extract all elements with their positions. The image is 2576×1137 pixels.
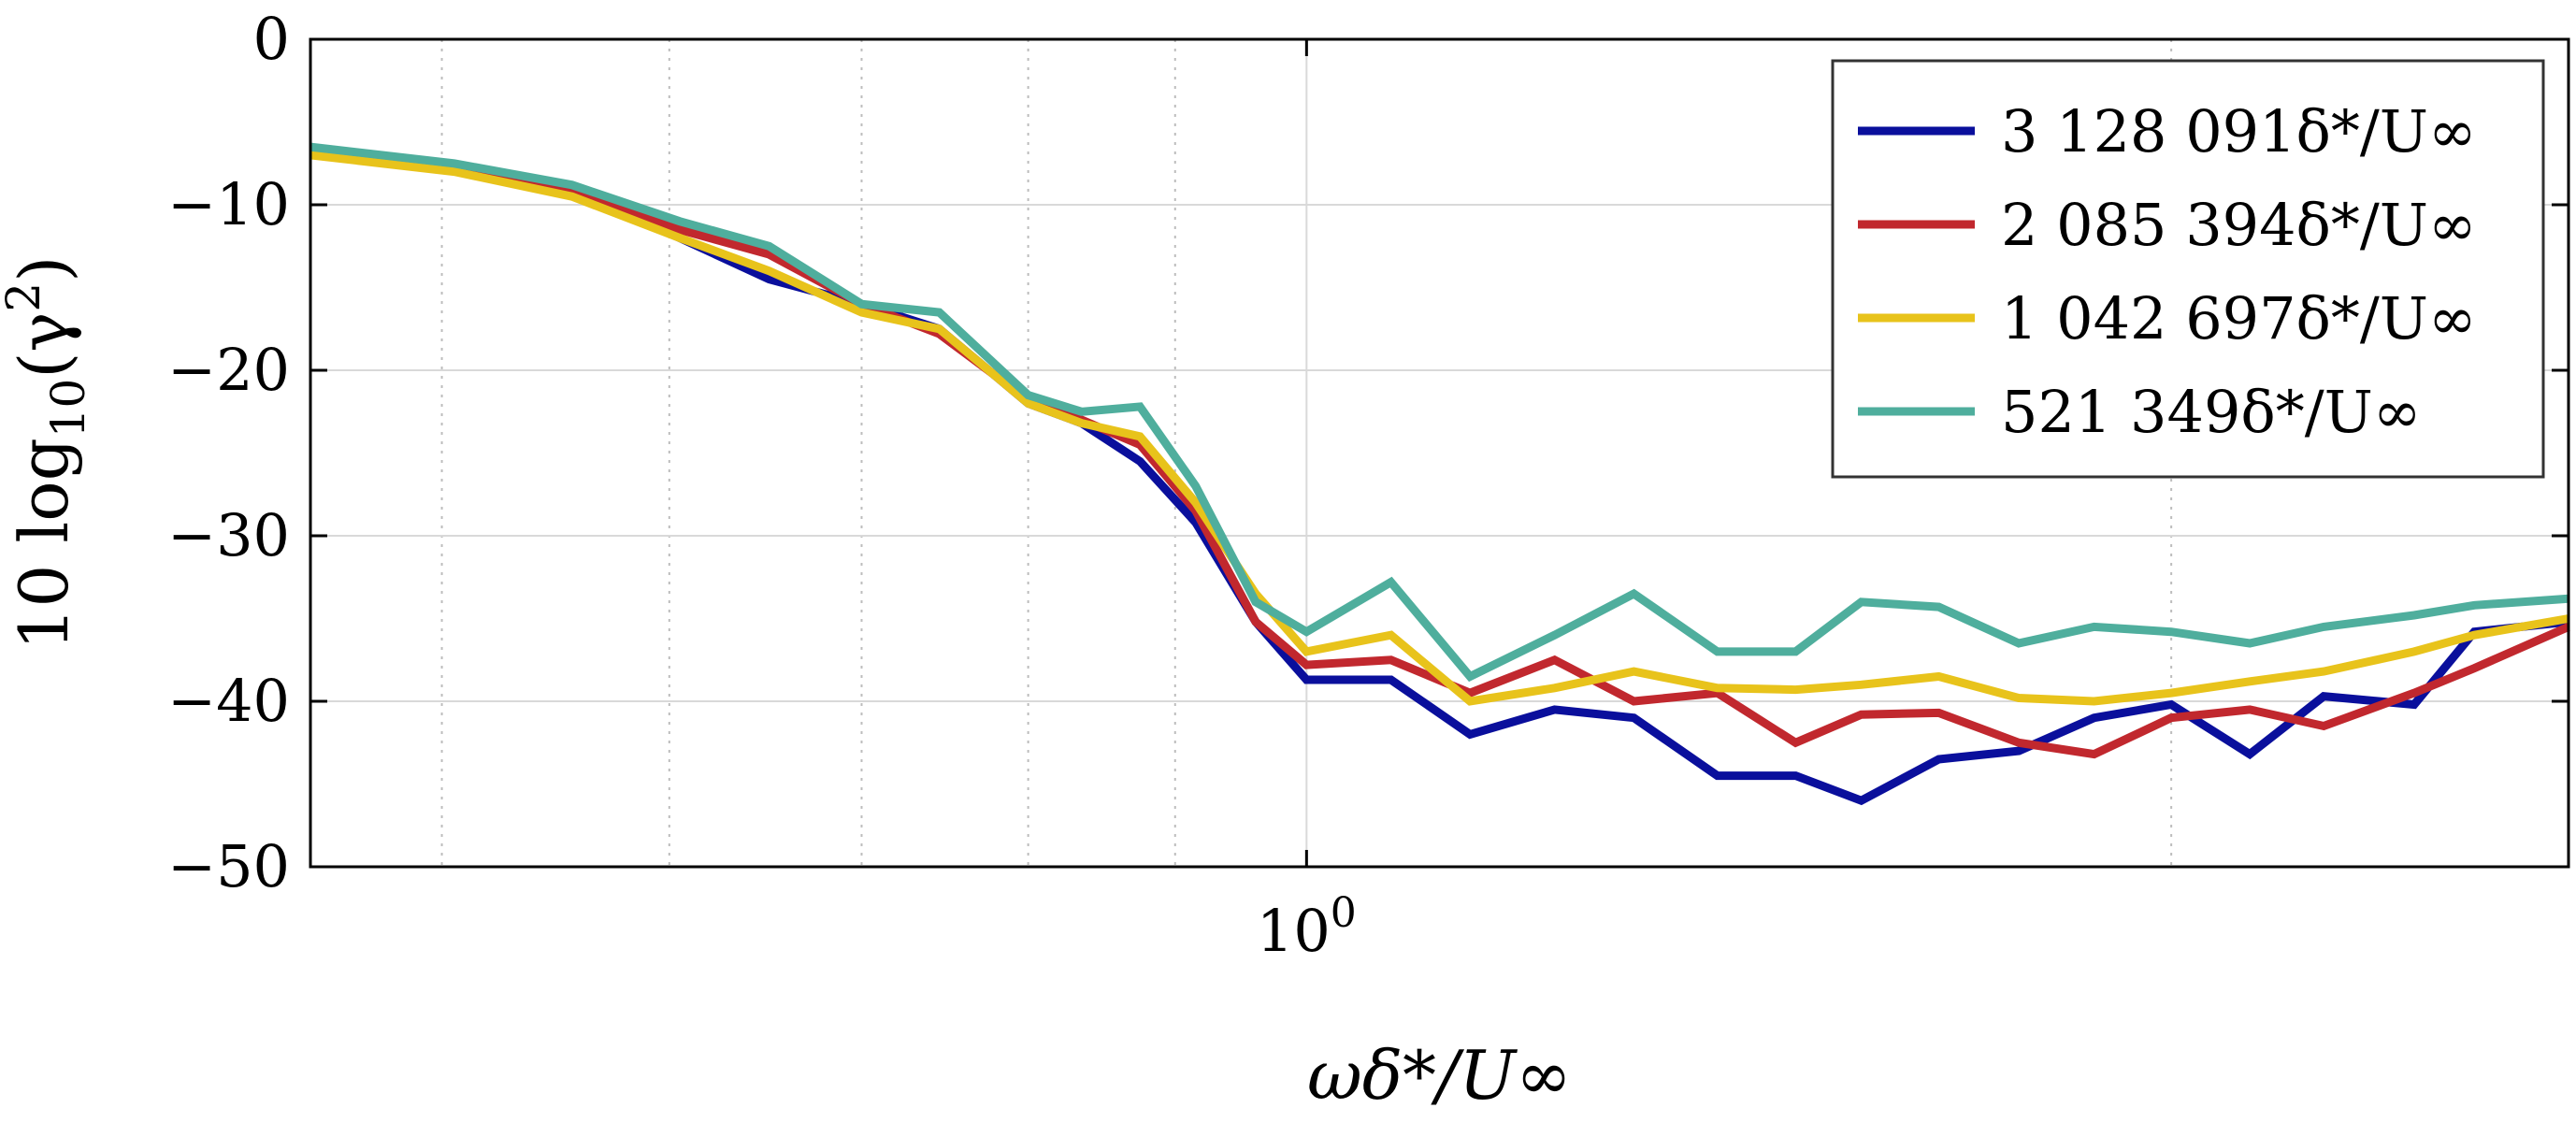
plot-frame [309,37,2570,869]
y-tick-label: −40 [167,667,290,735]
y-axis-label: 10 log10(γ2) [0,256,95,651]
series-lines [309,142,2570,806]
series-line-3 [309,151,2569,706]
series-line-4 [309,142,2569,683]
y-tick-label: −10 [167,170,290,238]
legend-entry-2: 2 085 394δ*/U∞ [2001,191,2477,259]
y-tick-label: −50 [167,832,290,900]
legend-entry-3: 1 042 697δ*/U∞ [2001,284,2477,353]
y-tick-label: 0 [253,5,290,73]
x-tick-label: 100 [1257,889,1357,965]
x-axis-label: ωδ*/U∞ [1307,1036,1572,1115]
ticks: 0 −10 −20 −30 −40 −50 100 [167,5,2569,965]
legend: 3 128 091δ*/U∞ 2 085 394δ*/U∞ 1 042 697δ*/… [1831,59,2545,479]
legend-entry-4: 521 349δ*/U∞ [2001,378,2422,446]
legend-entry-1: 3 128 091δ*/U∞ [2001,97,2477,166]
y-tick-label: −20 [167,336,290,404]
axis-labels: ωδ*/U∞ 10 log10(γ2) [0,256,1572,1115]
y-tick-label: −30 [167,501,290,569]
